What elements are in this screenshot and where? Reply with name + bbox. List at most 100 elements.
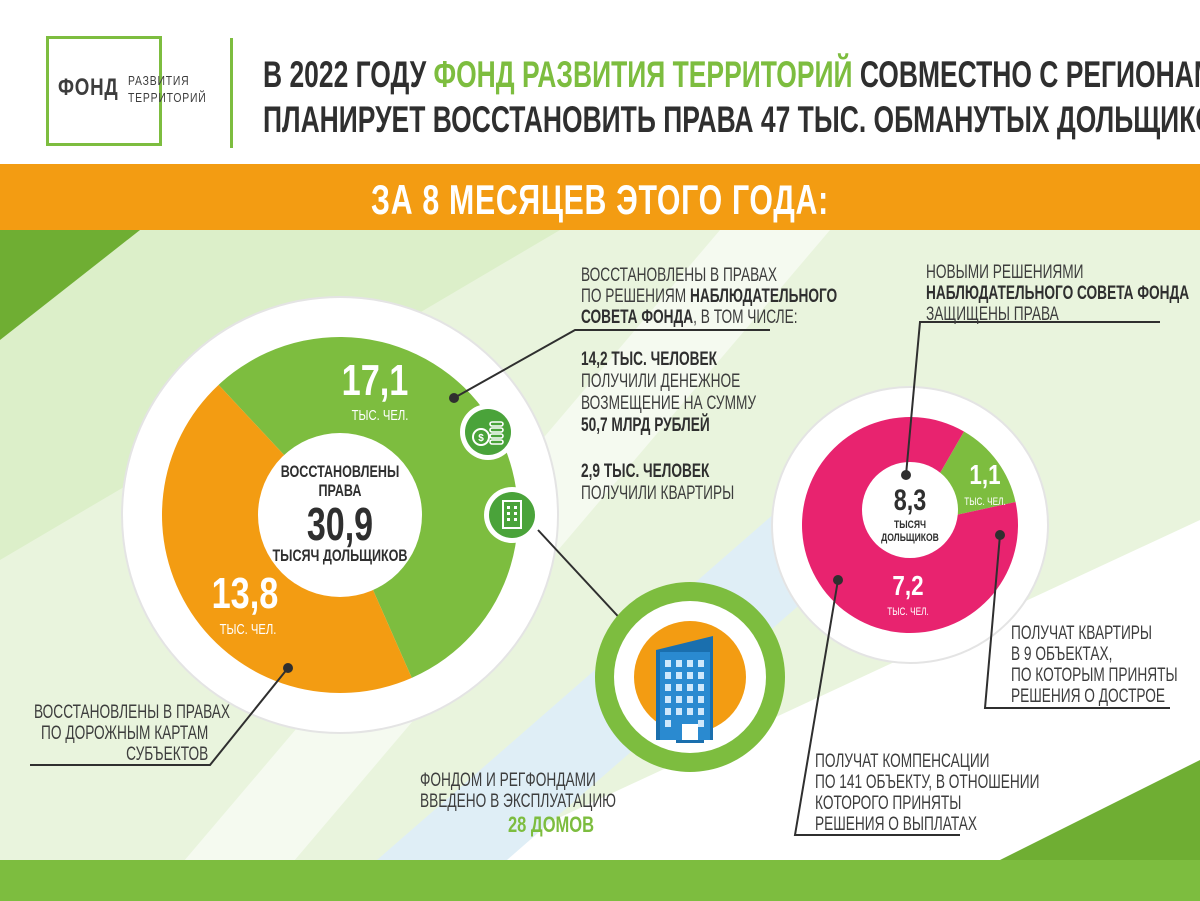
footer-green-bar: [0, 860, 1200, 901]
banner-title-text: ЗА 8 МЕСЯЦЕВ ЭТОГО ГОДА:: [371, 176, 829, 223]
note-money-line1: 14,2 ТЫС. ЧЕЛОВЕК: [581, 349, 717, 370]
logo-frame: [46, 36, 162, 146]
note-apts-line1: ПОЛУЧАТ КВАРТИРЫ: [1011, 623, 1153, 644]
building-window: [698, 684, 704, 691]
note-comp-line3: КОТОРОГО ПРИНЯТЫ: [815, 793, 962, 814]
right-center-unit2: ДОЛЬЩИКОВ: [881, 532, 939, 544]
building-icon: [484, 487, 540, 543]
building-window: [687, 660, 693, 667]
building-window: [676, 696, 682, 703]
right-center-value: 8,3: [894, 483, 927, 516]
apartment-building-icon: [595, 582, 785, 772]
note-houses-line1: ФОНДОМ И РЕГФОНДАМИ: [420, 770, 596, 791]
connector-dot-top: [449, 393, 459, 403]
note-apts-line4: РЕШЕНИЯ О ДОСТРОЕ: [1011, 686, 1166, 707]
building-window: [665, 720, 671, 727]
logo-subtitle-line2: ТЕРРИТОРИЙ: [128, 90, 207, 105]
note-compensation: ПОЛУЧАТ КОМПЕНСАЦИИ ПО 141 ОБЪЕКТУ, В ОТ…: [815, 751, 1039, 835]
right-center-unit1: ТЫСЯЧ: [894, 519, 926, 531]
building-window: [698, 672, 704, 679]
note-new-decisions: НОВЫМИ РЕШЕНИЯМИ НАБЛЮДАТЕЛЬНОГО СОВЕТА …: [926, 262, 1189, 325]
note-money-compensation: 14,2 ТЫС. ЧЕЛОВЕК ПОЛУЧИЛИ ДЕНЕЖНОЕ ВОЗМ…: [581, 349, 756, 437]
note-road-line1: ВОССТАНОВЛЕНЫ В ПРАВАХ: [34, 702, 231, 723]
note-restored-line3-bold: СОВЕТА ФОНДА: [581, 307, 694, 328]
note-comp-line1: ПОЛУЧАТ КОМПЕНСАЦИИ: [815, 751, 990, 772]
note-new-line1: НОВЫМИ РЕШЕНИЯМИ: [926, 262, 1084, 283]
note-road-line2: ПО ДОРОЖНЫМ КАРТАМ: [41, 723, 209, 744]
left-slice-green-value: 17,1: [342, 356, 409, 405]
headline-fund-name: ФОНД РАЗВИТИЯ ТЕРРИТОРИЙ: [433, 54, 853, 95]
note-money-line3: ВОЗМЕЩЕНИЕ НА СУММУ: [581, 393, 757, 414]
note-comp-line2: ПО 141 ОБЪЕКТУ, В ОТНОШЕНИИ: [815, 772, 1040, 793]
connector-left-bottom: [30, 667, 289, 766]
building-window: [676, 684, 682, 691]
left-slice-green-unit: ТЫС. ЧЕЛ.: [352, 406, 409, 423]
building-window: [676, 672, 682, 679]
note-houses-line2: ВВЕДЕНО В ЭКСПЛУАТАЦИЮ: [420, 791, 616, 812]
note-money-line2: ПОЛУЧИЛИ ДЕНЕЖНОЕ: [581, 371, 741, 392]
connector-apartments: [983, 534, 1170, 709]
building-window: [665, 696, 671, 703]
right-slice-pink-unit: ТЫС. ЧЕЛ.: [887, 606, 929, 618]
left-center-line1: ВОССТАНОВЛЕНЫ: [281, 462, 400, 481]
building-window: [676, 708, 682, 715]
headline-line1-end: СОВМЕСТНО С РЕГИОНАМИ: [852, 54, 1200, 95]
coins-icon: $: [460, 404, 516, 460]
note-money-line4: 50,7 МЛРД РУБЛЕЙ: [581, 415, 710, 436]
header-divider: [230, 38, 233, 148]
left-slice-orange-value: 13,8: [212, 569, 279, 618]
banner-title: ЗА 8 МЕСЯЦЕВ ЭТОГО ГОДА:: [0, 176, 1200, 224]
note-restored-line1: ВОССТАНОВЛЕНЫ В ПРАВАХ: [581, 265, 778, 286]
connector-dot-new: [901, 470, 911, 480]
logo-subtitle-line1: РАЗВИТИЯ: [128, 73, 190, 88]
building-window: [687, 672, 693, 679]
note-flat-line1: 2,9 ТЫС. ЧЕЛОВЕК: [581, 461, 710, 482]
headline-line1-start: В 2022 ГОДУ: [263, 54, 434, 95]
bg-dark-green-triangle-right: [1000, 760, 1200, 860]
note-restored-line3: , В ТОМ ЧИСЛЕ:: [693, 307, 798, 328]
connector-dot-apts: [995, 530, 1005, 540]
building-window: [665, 684, 671, 691]
building-window: [687, 696, 693, 703]
note-flat-line2: ПОЛУЧИЛИ КВАРТИРЫ: [581, 483, 735, 504]
note-apts-line2: В 9 ОБЪЕКТАХ,: [1011, 644, 1113, 665]
building-window: [676, 660, 682, 667]
connector-dot-left: [283, 663, 293, 673]
note-comp-line4: РЕШЕНИЯ О ВЫПЛАТАХ: [815, 814, 977, 835]
left-chart-center: [258, 433, 422, 597]
note-new-line3: ЗАЩИЩЕНЫ ПРАВА: [926, 304, 1059, 325]
building-window: [698, 696, 704, 703]
orange-banner: [0, 164, 1200, 230]
building-window: [665, 672, 671, 679]
note-houses-count: 28 ДОМОВ: [508, 812, 595, 837]
right-slice-green-value: 1,1: [969, 460, 1000, 491]
left-center-line2: ПРАВА: [319, 481, 362, 500]
note-got-apartments: 2,9 ТЫС. ЧЕЛОВЕК ПОЛУЧИЛИ КВАРТИРЫ: [581, 461, 734, 505]
right-slice-pink-value: 7,2: [892, 571, 923, 602]
connector-new-decisions: [905, 321, 1160, 476]
headline: В 2022 ГОДУ ФОНД РАЗВИТИЯ ТЕРРИТОРИЙ СОВ…: [263, 52, 1200, 142]
note-restored-line2-bold: НАБЛЮДАТЕЛЬНОГО: [689, 286, 838, 307]
note-houses: ФОНДОМ И РЕГФОНДАМИ ВВЕДЕНО В ЭКСПЛУАТАЦ…: [420, 770, 616, 812]
note-road-maps: ВОССТАНОВЛЕНЫ В ПРАВАХ ПО ДОРОЖНЫМ КАРТА…: [34, 702, 230, 765]
building-window: [698, 708, 704, 715]
left-center-value: 30,9: [307, 498, 373, 550]
building-window: [687, 684, 693, 691]
right-chart-center: [862, 462, 958, 558]
note-apts-line3: ПО КОТОРЫМ ПРИНЯТЫ: [1011, 665, 1178, 686]
right-slice-green-unit: ТЫС. ЧЕЛ.: [964, 496, 1006, 508]
headline-line2: ПЛАНИРУЕТ ВОССТАНОВИТЬ ПРАВА 47 ТЫС. ОБМ…: [263, 99, 1200, 140]
building-window: [665, 708, 671, 715]
note-apartments-completion: ПОЛУЧАТ КВАРТИРЫ В 9 ОБЪЕКТАХ, ПО КОТОРЫ…: [1011, 623, 1178, 707]
building-window: [698, 720, 704, 727]
connector-compensation: [793, 579, 960, 836]
building-window: [698, 660, 704, 667]
note-road-line3: СУБЪЕКТОВ: [126, 744, 209, 765]
left-center-unit: ТЫСЯЧ ДОЛЬЩИКОВ: [272, 546, 407, 565]
connector-top-left: [453, 329, 770, 399]
left-slice-orange-unit: ТЫС. ЧЕЛ.: [220, 620, 277, 637]
building-window: [665, 660, 671, 667]
bg-dark-green-triangle-left: [0, 230, 140, 340]
